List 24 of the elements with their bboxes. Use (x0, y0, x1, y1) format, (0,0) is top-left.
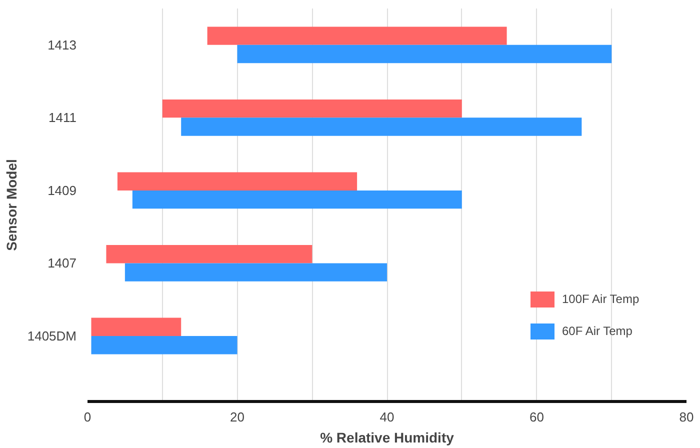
y-tick-label: 1413 (48, 37, 76, 52)
bar (162, 99, 462, 118)
y-tick-label: 1407 (48, 256, 76, 271)
legend-label: 100F Air Temp (562, 292, 640, 306)
bar (91, 336, 238, 354)
bar (91, 318, 182, 336)
x-tick-label: 20 (230, 410, 244, 424)
x-tick-label: 40 (380, 410, 394, 424)
x-tick-label: 60 (530, 410, 544, 424)
x-tick-label: 0 (84, 410, 92, 424)
bar (117, 172, 358, 190)
y-tick-label: 1409 (48, 182, 76, 198)
bar (132, 190, 462, 209)
y-axis-title: Sensor Model (3, 159, 20, 251)
legend-label: 60F Air Temp (562, 324, 632, 338)
x-axis-title: % Relative Humidity (320, 430, 454, 446)
bar (207, 26, 507, 45)
bar (181, 118, 582, 136)
bar (124, 263, 387, 282)
bar (237, 44, 612, 64)
y-tick-label: 1411 (48, 110, 77, 126)
x-tick-label: 80 (679, 410, 694, 424)
bar (106, 245, 312, 264)
y-tick-label: 1405DM (27, 328, 77, 344)
